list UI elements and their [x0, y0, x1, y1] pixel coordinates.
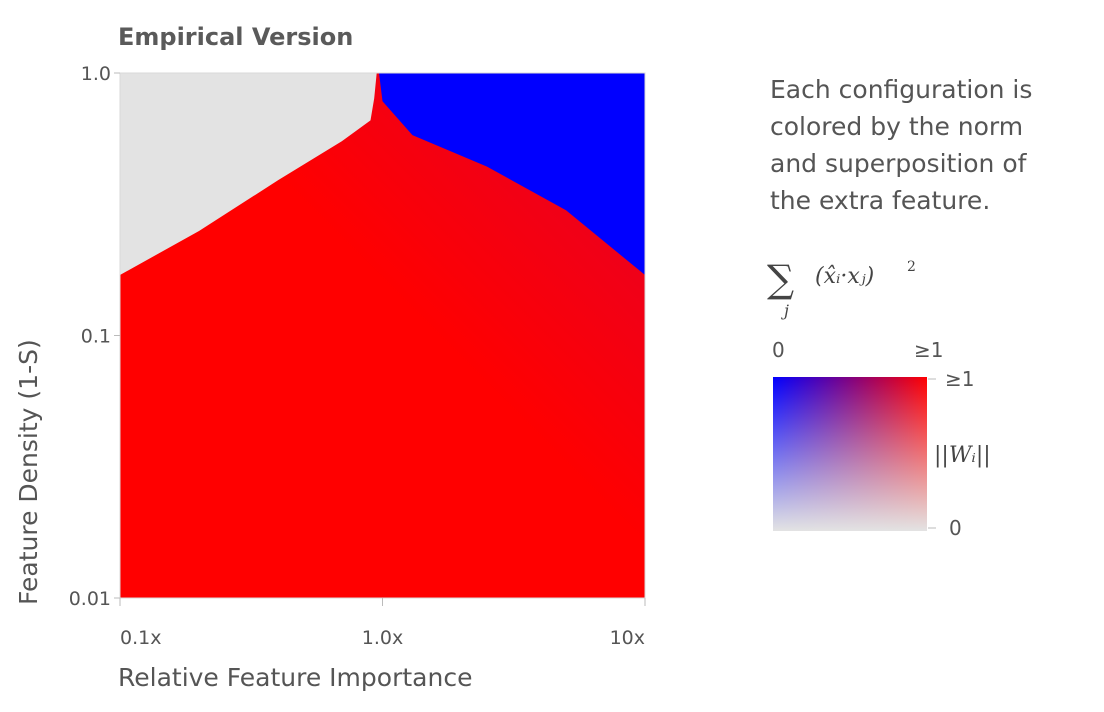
- y-axis-label: Feature Density (1-S): [14, 339, 43, 605]
- sum-symbol: ∑: [767, 257, 794, 301]
- sum-power: 2: [907, 259, 916, 275]
- y-axis-ticks: 1.0 0.1 0.01: [69, 63, 120, 610]
- region-blue-superposition: [379, 73, 645, 275]
- superposition-formula: ∑ j (x̂ᵢ·xⱼ) 2: [767, 257, 916, 320]
- caption-line: the extra feature.: [770, 186, 990, 215]
- legend-top-max-label: ≥1: [914, 338, 943, 362]
- x-tick-label: 0.1x: [120, 627, 161, 649]
- legend-right-min-label: 0: [949, 516, 962, 540]
- legend-top-min-label: 0: [772, 338, 785, 362]
- y-tick-label: 0.01: [69, 588, 111, 610]
- sum-index: j: [781, 301, 789, 320]
- y-tick-label: 0.1: [81, 326, 111, 348]
- y-tick-label: 1.0: [81, 63, 111, 85]
- x-tick-label: 10x: [610, 627, 645, 649]
- x-axis-ticks: 0.1x 1.0x 10x: [119, 598, 646, 649]
- x-tick-label: 1.0x: [362, 627, 403, 649]
- legend-right-max-label: ≥1: [945, 367, 974, 391]
- legend-caption: Each configuration is colored by the nor…: [770, 75, 1032, 215]
- caption-line: Each configuration is: [770, 75, 1032, 104]
- caption-line: and superposition of: [770, 149, 1028, 178]
- region-gray-off: [120, 73, 377, 275]
- x-axis-label: Relative Feature Importance: [118, 663, 472, 692]
- legend-color-square: [773, 377, 927, 531]
- caption-line: colored by the norm: [770, 112, 1023, 141]
- heatmap-plot-area: [120, 73, 645, 598]
- norm-formula: ||Wᵢ||: [934, 443, 991, 468]
- chart-title: Empirical Version: [118, 23, 353, 51]
- sum-term: (x̂ᵢ·xⱼ): [815, 264, 874, 289]
- legend-gradient-vertical: [773, 377, 927, 531]
